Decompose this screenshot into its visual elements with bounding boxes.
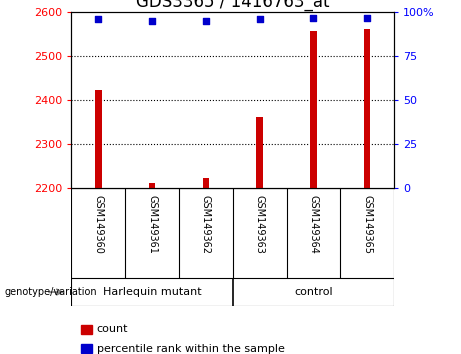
Text: GSM149364: GSM149364 — [308, 195, 319, 254]
Text: Harlequin mutant: Harlequin mutant — [103, 287, 201, 297]
Bar — [95, 90, 101, 188]
Bar — [256, 117, 263, 188]
Point — [364, 15, 371, 21]
Text: GSM149360: GSM149360 — [93, 195, 103, 254]
Point — [256, 17, 263, 22]
Text: count: count — [97, 324, 128, 334]
Bar — [203, 178, 209, 188]
Text: GSM149362: GSM149362 — [201, 195, 211, 254]
Title: GDS3365 / 1416763_at: GDS3365 / 1416763_at — [136, 0, 330, 11]
Bar — [364, 29, 371, 188]
Bar — [149, 183, 155, 188]
Text: GSM149363: GSM149363 — [254, 195, 265, 254]
Text: genotype/variation: genotype/variation — [5, 287, 97, 297]
Text: GSM149361: GSM149361 — [147, 195, 157, 254]
Point — [148, 18, 156, 24]
Point — [95, 17, 102, 22]
Text: GSM149365: GSM149365 — [362, 195, 372, 254]
Bar — [310, 31, 317, 188]
Text: control: control — [294, 287, 333, 297]
Point — [310, 15, 317, 21]
Text: percentile rank within the sample: percentile rank within the sample — [97, 344, 285, 354]
Point — [202, 18, 210, 24]
